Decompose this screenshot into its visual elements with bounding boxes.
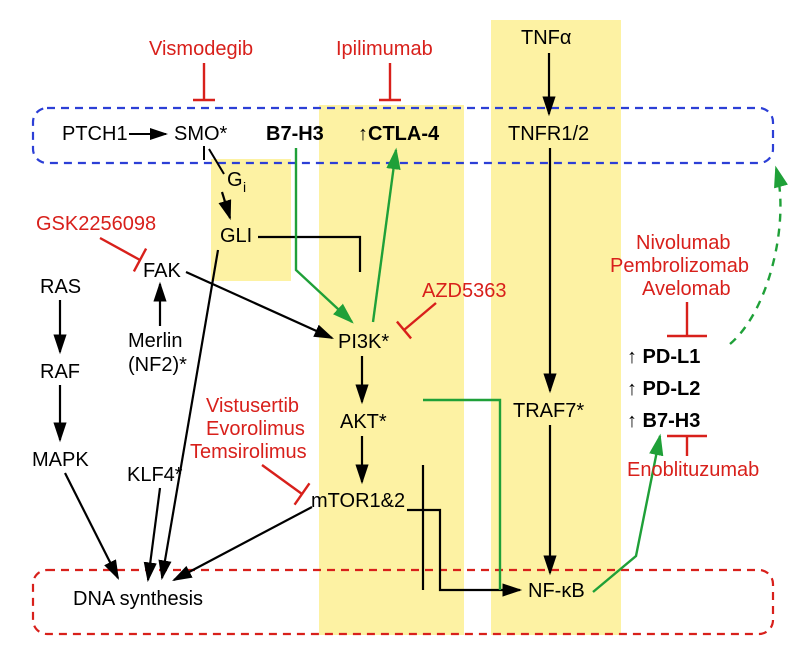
- node-nivo: Nivolumab: [636, 232, 730, 255]
- node-enobl: Enoblituzumab: [627, 459, 759, 482]
- node-vistu: Vistusertib: [206, 395, 299, 418]
- node-mtor: mTOR1&2: [311, 490, 405, 513]
- node-tnfr: TNFR1/2: [508, 123, 589, 146]
- node-nf2: (NF2)*: [128, 354, 187, 377]
- node-klf4: KLF4*: [127, 464, 183, 487]
- node-gi_sub: i: [243, 179, 246, 195]
- inhibitor-bar: [295, 483, 310, 504]
- node-akt: AKT*: [340, 411, 387, 434]
- node-b7h3_top: B7-H3: [266, 123, 324, 146]
- highlight-region: [491, 20, 621, 635]
- node-ras: RAS: [40, 276, 81, 299]
- node-temsi: Temsirolimus: [190, 441, 307, 464]
- node-mapk: MAPK: [32, 449, 89, 472]
- node-tnfa: TNFα: [521, 27, 571, 50]
- node-pdl1: ↑ PD-L1: [627, 346, 700, 369]
- node-pi3k: PI3K*: [338, 331, 389, 354]
- inhibitor-stem: [262, 465, 302, 494]
- node-azd: AZD5363: [422, 280, 507, 303]
- node-merlin: Merlin: [128, 330, 182, 353]
- inhibitor-stem: [100, 238, 140, 260]
- node-avelo: Avelomab: [642, 278, 731, 301]
- node-dna: DNA synthesis: [73, 588, 203, 611]
- node-gli: GLI: [220, 225, 252, 248]
- node-ipi: Ipilimumab: [336, 38, 433, 61]
- node-smo: SMO*: [174, 123, 227, 146]
- node-raf: RAF: [40, 361, 80, 384]
- node-ctla4: ↑CTLA-4: [358, 123, 439, 146]
- node-vismo: Vismodegib: [149, 38, 253, 61]
- node-traf7: TRAF7*: [513, 400, 584, 423]
- node-gi: G: [227, 169, 243, 192]
- node-b7h3_r: ↑ B7-H3: [627, 410, 700, 433]
- node-gsk: GSK2256098: [36, 213, 156, 236]
- pathway-diagram: [0, 0, 800, 659]
- highlight-region: [211, 159, 291, 281]
- edge: [148, 488, 160, 580]
- node-ptch1: PTCH1: [62, 123, 128, 146]
- node-pembro: Pembrolizomab: [610, 255, 749, 278]
- node-nfkb: NF-κB: [528, 580, 585, 603]
- node-pdl2: ↑ PD-L2: [627, 378, 700, 401]
- node-fak: FAK: [143, 260, 181, 283]
- node-evoro: Evorolimus: [206, 418, 305, 441]
- edge: [65, 473, 118, 578]
